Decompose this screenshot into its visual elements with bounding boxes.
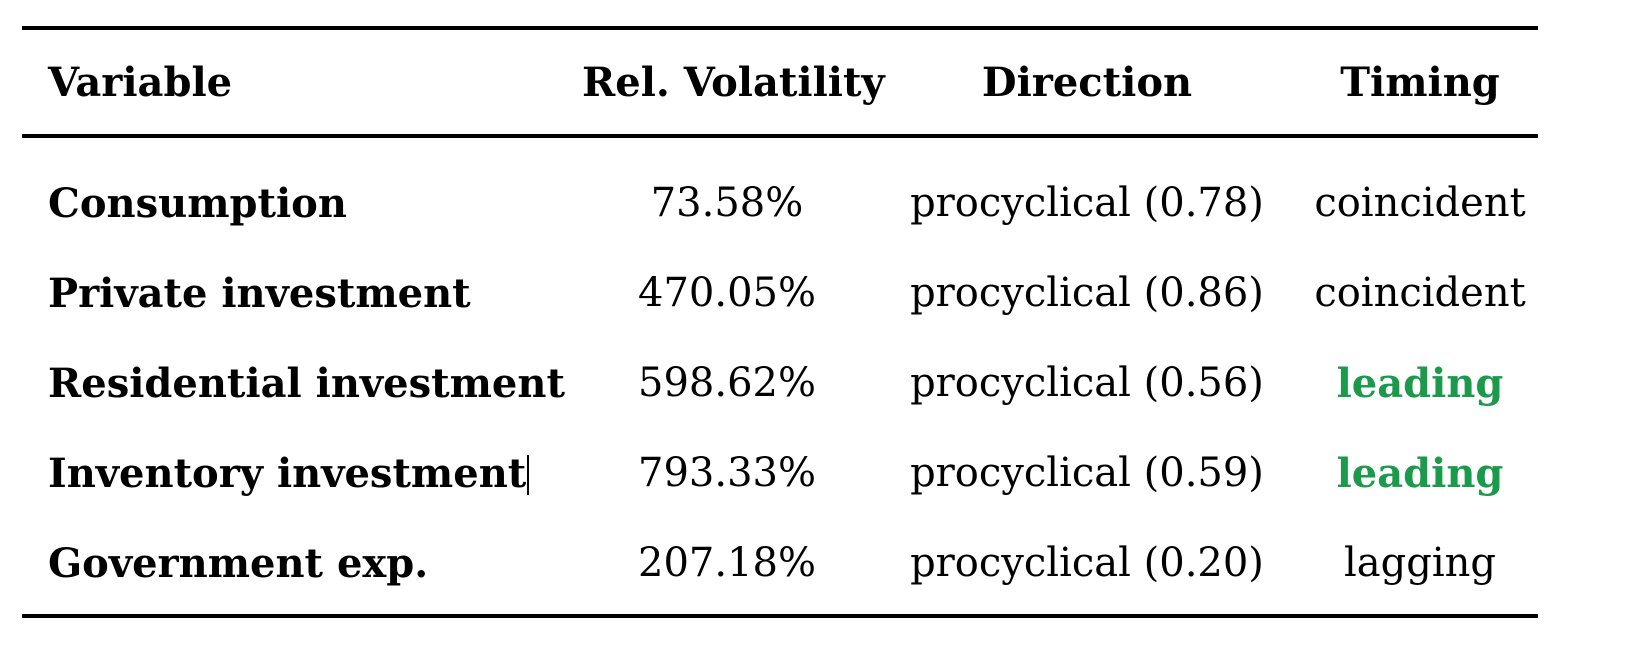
row-volatility: 598.62% (638, 360, 816, 406)
row-volatility: 793.33% (638, 450, 816, 496)
row-volatility: 470.05% (638, 270, 816, 316)
table-header-row: Variable Rel. Volatility Direction Timin… (22, 30, 1538, 134)
row-timing-leading: leading (1336, 359, 1504, 407)
table-row: Consumption 73.58% procyclical (0.78) co… (22, 158, 1538, 248)
row-variable: Consumption (48, 179, 347, 227)
row-timing: coincident (1314, 180, 1526, 226)
row-direction: procyclical (0.56) (910, 360, 1264, 406)
row-direction: procyclical (0.59) (910, 450, 1264, 496)
row-timing: coincident (1314, 270, 1526, 316)
row-volatility: 207.18% (638, 540, 816, 586)
data-table: Variable Rel. Volatility Direction Timin… (22, 26, 1538, 618)
header-timing: Timing (1340, 58, 1500, 106)
table-row: Inventory investment 793.33% procyclical… (22, 428, 1538, 518)
row-variable-editing[interactable]: Inventory investment (22, 450, 582, 497)
row-timing: lagging (1343, 540, 1496, 586)
header-variable: Variable (48, 58, 233, 106)
row-variable: Government exp. (48, 539, 429, 587)
row-variable-text: Inventory investment (48, 449, 527, 497)
header-volatility: Rel. Volatility (582, 58, 885, 106)
row-variable: Residential investment (48, 359, 565, 407)
top-rule (22, 26, 1538, 30)
row-direction: procyclical (0.78) (910, 180, 1264, 226)
row-timing-leading: leading (1336, 449, 1504, 497)
row-direction: procyclical (0.20) (910, 540, 1264, 586)
text-cursor (527, 454, 530, 495)
header-direction: Direction (981, 58, 1193, 106)
table-row: Government exp. 207.18% procyclical (0.2… (22, 518, 1538, 608)
row-variable: Private investment (48, 269, 471, 317)
header-rule (22, 134, 1538, 138)
table-row: Residential investment 598.62% procyclic… (22, 338, 1538, 428)
row-direction: procyclical (0.86) (910, 270, 1264, 316)
row-volatility: 73.58% (650, 180, 804, 226)
table-row: Private investment 470.05% procyclical (… (22, 248, 1538, 338)
bottom-rule (22, 614, 1538, 618)
